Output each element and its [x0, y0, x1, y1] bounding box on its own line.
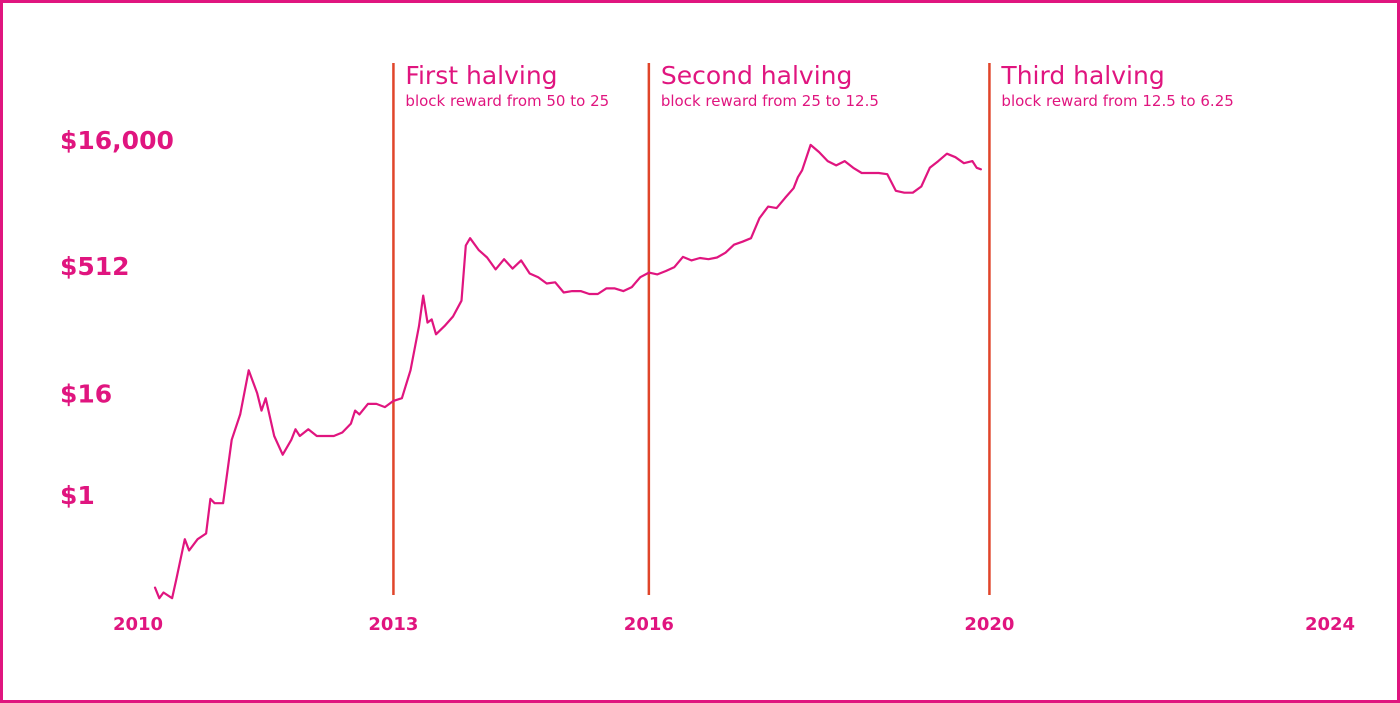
halving-title: First halving: [405, 61, 557, 90]
x-tick-label: 2010: [113, 614, 163, 635]
halving-title: Second halving: [661, 61, 853, 90]
halving-subtitle: block reward from 12.5 to 6.25: [1001, 92, 1233, 110]
y-tick-label: $1: [60, 481, 95, 510]
y-tick-label: $16: [60, 379, 112, 408]
x-tick-label: 2013: [368, 614, 418, 635]
x-tick-label: 2020: [964, 614, 1014, 635]
x-tick-label: 2016: [624, 614, 674, 635]
halving-subtitle: block reward from 25 to 12.5: [661, 92, 879, 110]
y-tick-label: $16,000: [60, 126, 174, 155]
halving-subtitle: block reward from 50 to 25: [405, 92, 609, 110]
price-series-line: [153, 143, 983, 600]
x-tick-label: 2024: [1305, 614, 1355, 635]
y-tick-label: $512: [60, 252, 130, 281]
price-chart: $1 $16 $512 $16,000 2010 2013 2016 2020 2024 Firs…: [60, 61, 1355, 635]
halving-title: Third halving: [1000, 61, 1164, 90]
